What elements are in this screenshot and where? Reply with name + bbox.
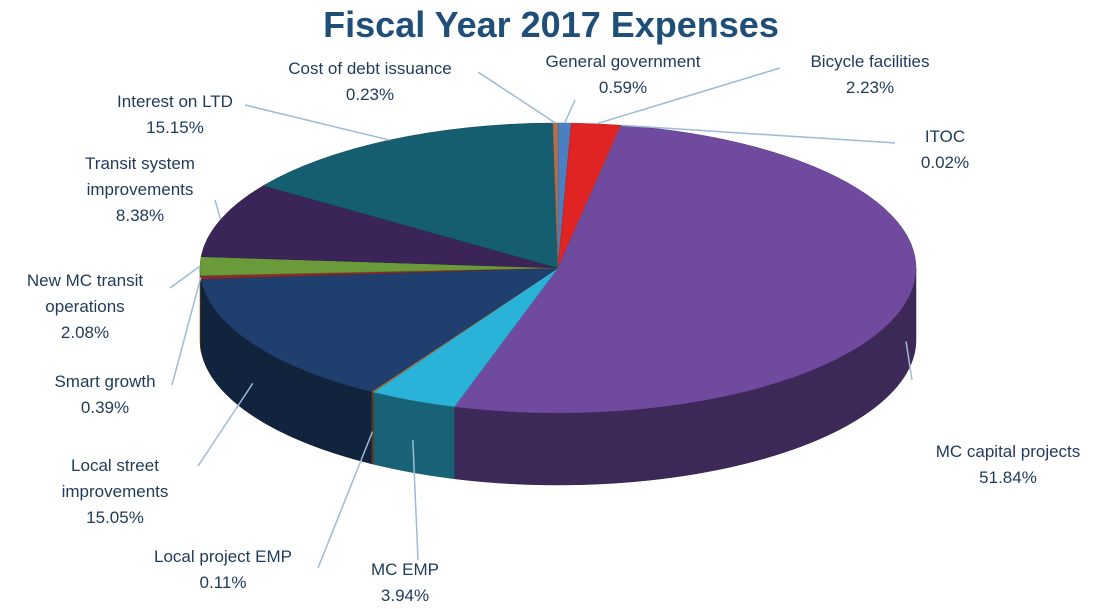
data-label: New MC transit operations 2.08% [0,268,170,346]
data-label: Local street improvements 15.05% [30,453,200,531]
slice-label: Smart growth [54,372,156,391]
slice-label: New MC transit operations [26,271,144,316]
slice-value: 15.15% [146,118,204,137]
slice-value: 0.02% [920,153,970,172]
slice-label: Bicycle facilities [810,52,930,71]
slice-label: MC capital projects [935,442,1081,461]
leader-line [477,71,556,124]
data-label: Bicycle facilities 2.23% [770,49,970,101]
chart-title: Fiscal Year 2017 Expenses [323,4,779,45]
slice-side [371,391,374,465]
slice-value: 0.39% [80,398,130,417]
data-label: MC EMP 3.94% [345,557,465,609]
leader-line [171,277,202,386]
slice-value: 0.59% [598,78,648,97]
slice [200,267,559,393]
data-label: Cost of debt issuance 0.23% [255,56,485,108]
slice [453,125,917,414]
data-label: Interest on LTD 15.15% [85,89,265,141]
leader-line [412,440,419,561]
slice-value: 8.38% [115,206,165,225]
leader-line [621,124,896,144]
data-label: MC capital projects 51.84% [908,439,1102,491]
slice-label: Local street improvements [61,456,169,501]
slice-label: MC EMP [371,560,439,579]
slice-label: Local project EMP [154,547,292,566]
data-label: Transit system improvements 8.38% [60,151,220,229]
slice-label: General government [545,52,701,71]
slice-value: 0.11% [199,573,247,592]
data-label: General government 0.59% [513,49,733,101]
slice-value: 2.23% [845,78,895,97]
leader-line [197,382,254,467]
slice-value: 0.23% [345,85,395,104]
slice-value: 2.08% [60,323,110,342]
slice-label: ITOC [924,127,966,146]
leader-line [596,67,781,125]
data-label: Smart growth 0.39% [25,369,185,421]
data-label: ITOC 0.02% [895,124,995,176]
leader-line [214,199,222,220]
leader-line [563,99,576,124]
slice-label: Interest on LTD [117,92,233,111]
data-label: Local project EMP 0.11% [123,544,323,596]
leader-line [317,431,374,569]
slice-value: 51.84% [979,468,1037,487]
slice-value: 15.05% [86,508,144,527]
leader-line [905,341,913,381]
leader-line [244,104,390,141]
leader-line [169,265,201,289]
slice-label: Cost of debt issuance [288,59,452,78]
slice-value: 3.94% [380,586,430,605]
slice-label: Transit system improvements [85,154,195,199]
